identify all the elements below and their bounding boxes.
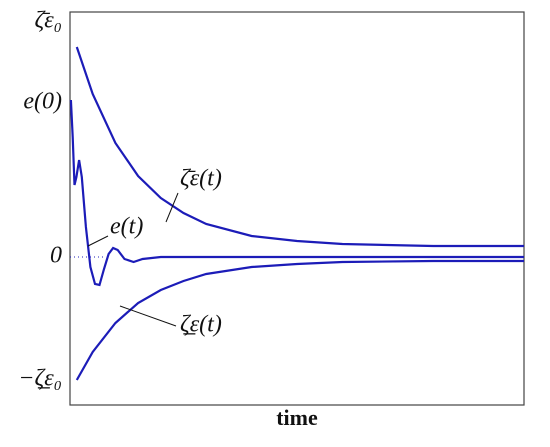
plot-frame [69, 11, 525, 406]
curve-label: ζ̄ε(t) [180, 166, 222, 192]
y-tick-label: ζ̄ε₀ [34, 8, 62, 34]
series-line [75, 46, 524, 248]
annotation-leader [119, 305, 177, 327]
annotation-leader [165, 192, 179, 223]
y-tick-label: 0 [50, 243, 62, 269]
y-tick-label: e(0) [23, 89, 62, 115]
curve-label: e(t) [110, 214, 143, 240]
series-line [75, 259, 524, 381]
series-line [69, 99, 524, 287]
y-tick-label: −ζ̲ε₀ [18, 366, 62, 392]
curve-label: ζ̲ε(t) [180, 312, 222, 338]
annotation-leader [87, 235, 109, 247]
x-axis-label: time [276, 405, 318, 430]
